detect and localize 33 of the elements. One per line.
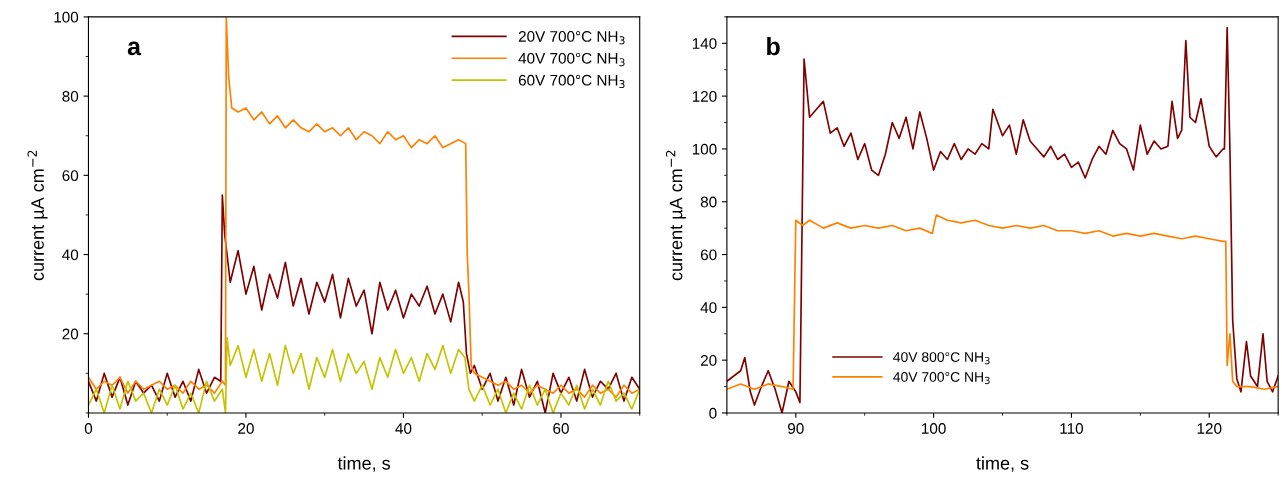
- y-tick-label: 40: [62, 249, 79, 261]
- y-tick-label: 80: [700, 196, 717, 208]
- legend-label: 60V 700°C NH$_{3}$: [518, 74, 625, 89]
- x-tick-label: 40: [395, 423, 412, 434]
- y-tick-label: 100: [692, 143, 717, 155]
- annotation: b: [767, 36, 780, 56]
- x-tick-label: 110: [1060, 423, 1084, 434]
- y-tick-label: 20: [700, 355, 717, 366]
- x-tick-label: 100: [922, 423, 946, 434]
- legend-label: 20V 700°C NH$_{3}$: [518, 31, 625, 45]
- y-axis-title: current µA cm$^{−2}$: [665, 150, 686, 281]
- x-tick-label: 0: [84, 423, 93, 434]
- legend-label: 40V 800°C NH$_{3}$: [893, 352, 990, 365]
- legend-label: 40V 700°C NH$_{3}$: [893, 372, 990, 385]
- y-tick-label: 60: [700, 249, 717, 261]
- y-tick-label: 80: [62, 90, 79, 102]
- x-tick-label: 20: [238, 423, 254, 434]
- x-tick-label: 120: [1197, 423, 1222, 434]
- y-tick-label: 0: [709, 407, 717, 419]
- y-tick-label: 60: [62, 170, 79, 182]
- x-axis-title: time, s: [337, 456, 391, 472]
- annotation: a: [127, 41, 142, 56]
- y-tick-label: 120: [692, 90, 717, 102]
- x-tick-label: 60: [553, 423, 569, 434]
- line-series: [726, 214, 1279, 391]
- y-tick-label: 40: [700, 302, 717, 314]
- y-tick-label: 140: [692, 38, 717, 49]
- x-axis-title: time, s: [976, 456, 1029, 472]
- y-tick-label: 100: [54, 11, 79, 23]
- legend-label: 40V 700°C NH$_{3}$: [518, 52, 625, 67]
- x-tick-label: 90: [788, 423, 804, 434]
- y-tick-label: 20: [62, 328, 79, 340]
- y-axis-title: current µA cm$^{−2}$: [27, 150, 48, 281]
